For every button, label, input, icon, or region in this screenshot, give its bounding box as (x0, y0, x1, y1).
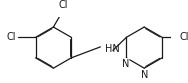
Text: Cl: Cl (59, 0, 68, 10)
Text: N: N (122, 59, 129, 69)
Text: N: N (140, 70, 148, 80)
Text: HN: HN (105, 44, 120, 54)
Text: Cl: Cl (7, 32, 16, 42)
Text: Cl: Cl (180, 32, 188, 42)
